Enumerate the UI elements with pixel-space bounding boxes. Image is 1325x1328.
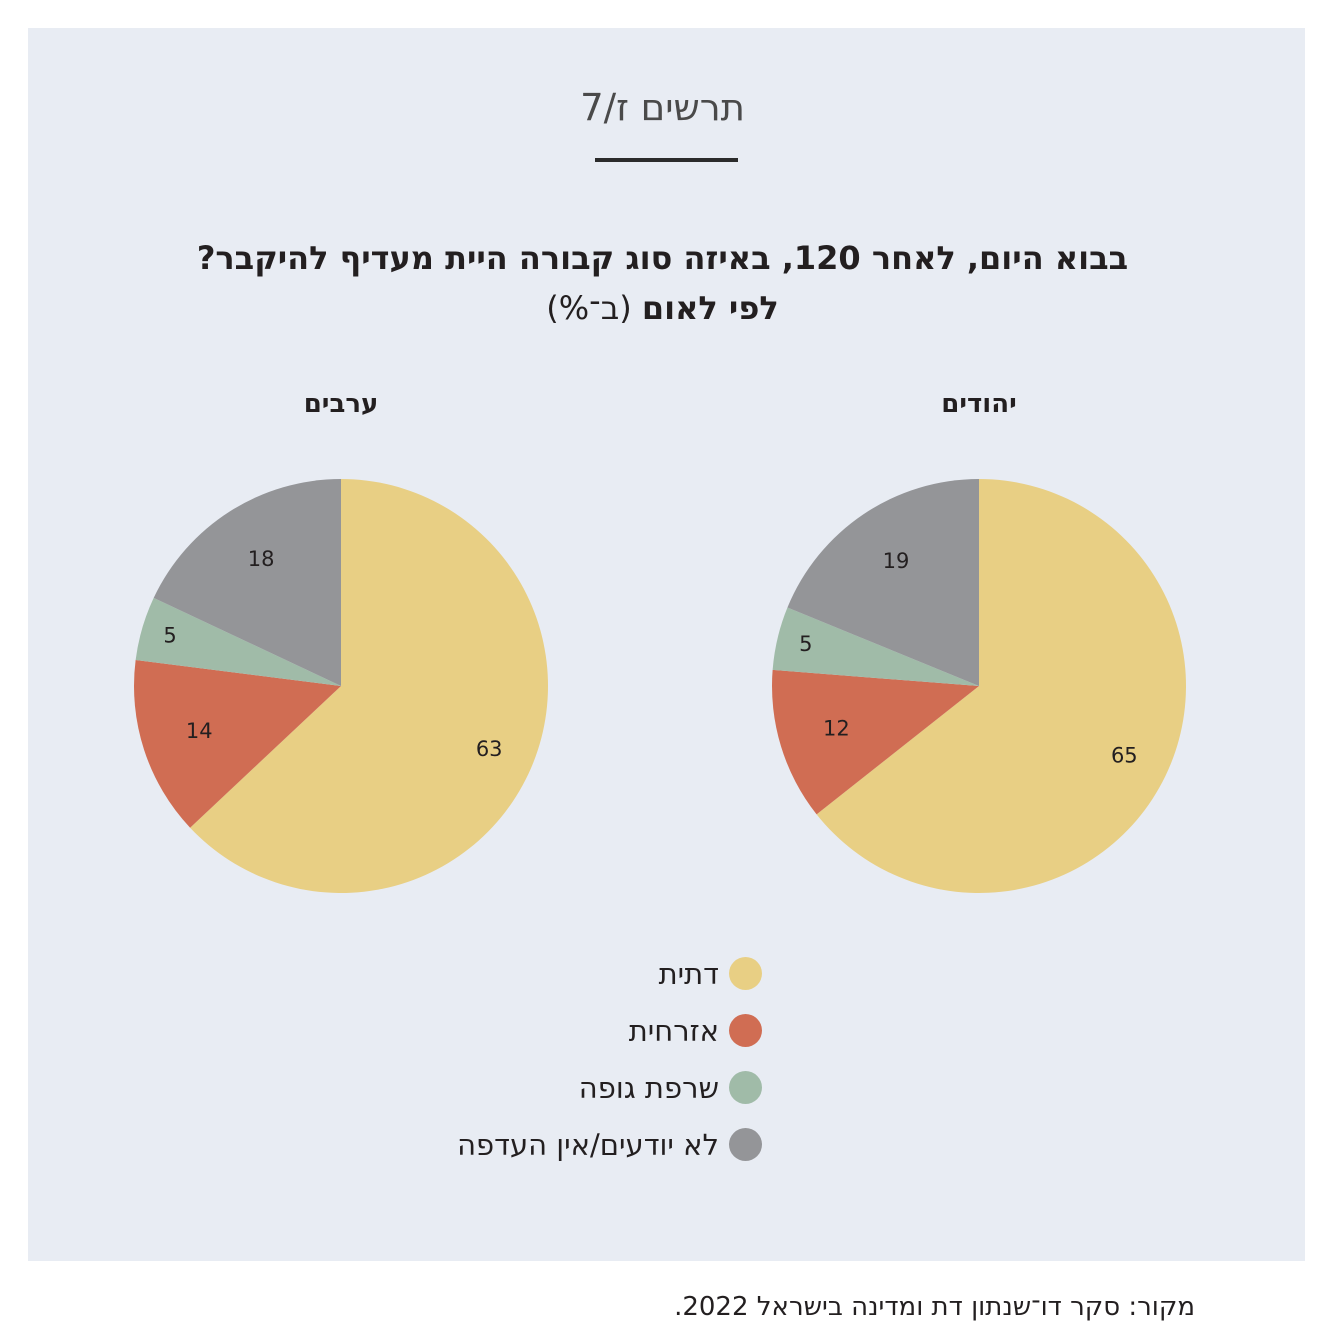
pie-slice-label: 14 [186, 719, 213, 743]
legend-label: שרפת גופה [578, 1070, 719, 1105]
legend-label: אזרחית [628, 1013, 719, 1048]
pie-slice-label: 5 [799, 632, 812, 656]
pie-slice [816, 479, 1186, 893]
legend-swatch [729, 1071, 762, 1104]
pie-slice [772, 669, 979, 815]
pie-chart-jews: 65 12 5 19 [772, 479, 1186, 893]
chart-subtitle: לפי לאום (ב־%) [0, 289, 1325, 327]
pie-chart-arabs: 63 14 5 18 [133, 479, 548, 893]
chart-subtitle-bold: לפי לאום [641, 289, 779, 327]
legend-item: אזרחית [457, 1002, 762, 1059]
pie-slice [135, 597, 341, 686]
legend-swatch [729, 1128, 762, 1161]
pie-slice-label: 12 [823, 716, 850, 740]
legend-item: דתית [457, 945, 762, 1002]
pie-slice [190, 479, 548, 893]
pie-title-arabs: ערבים [303, 389, 379, 419]
figure-label-divider [595, 158, 738, 162]
pie-slice [772, 607, 979, 686]
legend-swatch [729, 1014, 762, 1047]
legend-swatch [729, 957, 762, 990]
pie-slice-label: 65 [1111, 743, 1138, 767]
legend-label: דתית [658, 956, 719, 991]
pie-slice [133, 660, 341, 828]
legend-item: לא יודעים/אין העדפה [457, 1116, 762, 1173]
source-note: מקור: סקר דו־שנתון דת ומדינה בישראל 2022… [674, 1292, 1195, 1322]
chart-title: בבוא היום, לאחר 120, באיזה סוג קבורה היי… [196, 239, 1129, 277]
pie-title-jews: יהודים [941, 389, 1017, 419]
pie-slice [153, 479, 341, 686]
pie-slice-label: 63 [476, 737, 503, 761]
legend-label: לא יודעים/אין העדפה [457, 1127, 719, 1162]
legend: דתית אזרחית שרפת גופה לא יודעים/אין העדפה [457, 945, 762, 1173]
pie-slice-label: 19 [883, 549, 910, 573]
legend-item: שרפת גופה [457, 1059, 762, 1116]
chart-subtitle-unit: (ב־%) [546, 289, 632, 327]
pie-slice-label: 18 [248, 547, 275, 571]
pie-slice-label: 5 [163, 623, 176, 647]
pie-slice [787, 479, 979, 686]
figure-label: תרשים ז/7 [580, 86, 745, 129]
